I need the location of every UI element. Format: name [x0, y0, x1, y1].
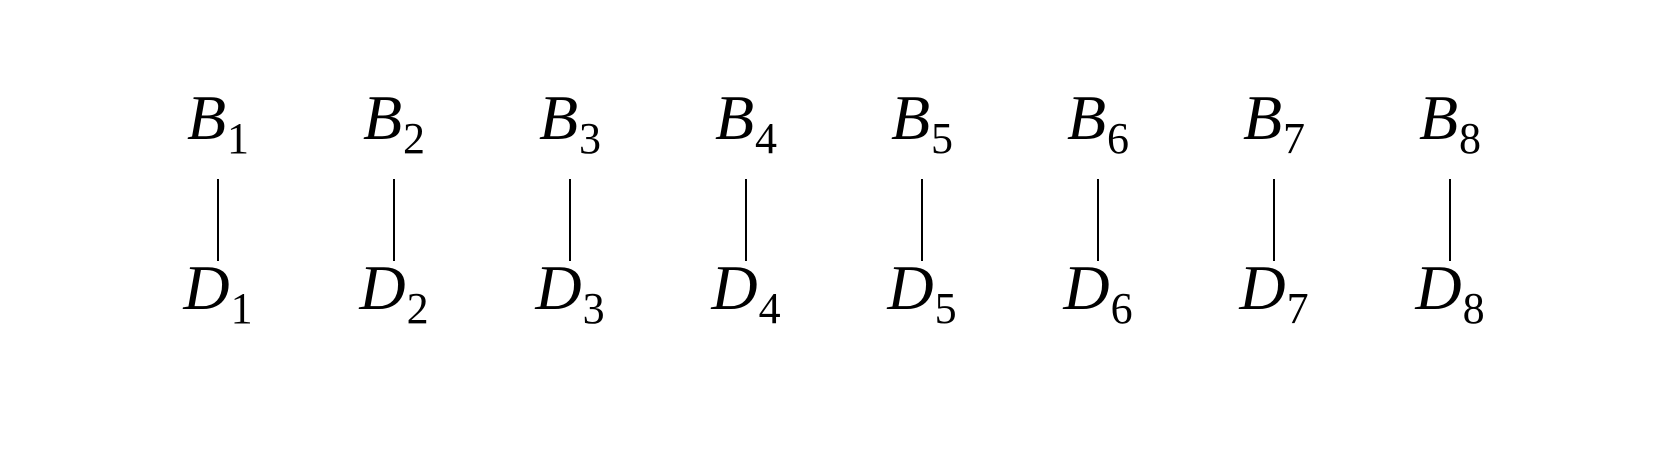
node-base: D — [183, 252, 230, 323]
node-base: D — [1063, 252, 1110, 323]
node-base: B — [714, 82, 755, 153]
node-b8: B8 — [1380, 86, 1520, 161]
node-b2: B2 — [324, 86, 464, 161]
node-base: B — [1242, 82, 1283, 153]
pair-5: B5 D5 — [852, 0, 992, 452]
pair-4: B4 D4 — [676, 0, 816, 452]
pair-1: B1 D1 — [148, 0, 288, 452]
node-subscript: 4 — [758, 284, 781, 333]
edge-b3-d3 — [569, 179, 571, 261]
node-subscript: 7 — [1283, 114, 1306, 163]
node-d1: D1 — [148, 256, 288, 331]
node-subscript: 5 — [931, 114, 954, 163]
pair-3: B3 D3 — [500, 0, 640, 452]
node-base: D — [359, 252, 406, 323]
node-base: D — [711, 252, 758, 323]
node-subscript: 8 — [1462, 284, 1485, 333]
node-base: B — [362, 82, 403, 153]
node-subscript: 6 — [1110, 284, 1133, 333]
node-subscript: 1 — [230, 284, 253, 333]
node-base: B — [538, 82, 579, 153]
node-subscript: 3 — [582, 284, 605, 333]
node-b4: B4 — [676, 86, 816, 161]
node-b1: B1 — [148, 86, 288, 161]
node-subscript: 6 — [1107, 114, 1130, 163]
node-base: B — [1066, 82, 1107, 153]
node-base: D — [1239, 252, 1286, 323]
pair-7: B7 D7 — [1204, 0, 1344, 452]
node-subscript: 4 — [755, 114, 778, 163]
node-b3: B3 — [500, 86, 640, 161]
node-d8: D8 — [1380, 256, 1520, 331]
edge-b7-d7 — [1273, 179, 1275, 261]
node-b7: B7 — [1204, 86, 1344, 161]
edge-b5-d5 — [921, 179, 923, 261]
node-d6: D6 — [1028, 256, 1168, 331]
node-b6: B6 — [1028, 86, 1168, 161]
edge-b2-d2 — [393, 179, 395, 261]
edge-b6-d6 — [1097, 179, 1099, 261]
node-subscript: 2 — [406, 284, 429, 333]
pair-6: B6 D6 — [1028, 0, 1168, 452]
node-subscript: 2 — [403, 114, 426, 163]
node-base: D — [887, 252, 934, 323]
node-base: B — [186, 82, 227, 153]
node-d2: D2 — [324, 256, 464, 331]
node-subscript: 8 — [1459, 114, 1482, 163]
edge-b1-d1 — [217, 179, 219, 261]
node-base: D — [1415, 252, 1462, 323]
edge-b8-d8 — [1449, 179, 1451, 261]
node-base: B — [890, 82, 931, 153]
node-subscript: 3 — [579, 114, 602, 163]
pair-8: B8 D8 — [1380, 0, 1520, 452]
node-d3: D3 — [500, 256, 640, 331]
node-d7: D7 — [1204, 256, 1344, 331]
node-d4: D4 — [676, 256, 816, 331]
pair-2: B2 D2 — [324, 0, 464, 452]
node-d5: D5 — [852, 256, 992, 331]
node-base: B — [1418, 82, 1459, 153]
node-base: D — [535, 252, 582, 323]
edge-b4-d4 — [745, 179, 747, 261]
node-subscript: 7 — [1286, 284, 1309, 333]
node-subscript: 5 — [934, 284, 957, 333]
node-subscript: 1 — [227, 114, 250, 163]
node-b5: B5 — [852, 86, 992, 161]
